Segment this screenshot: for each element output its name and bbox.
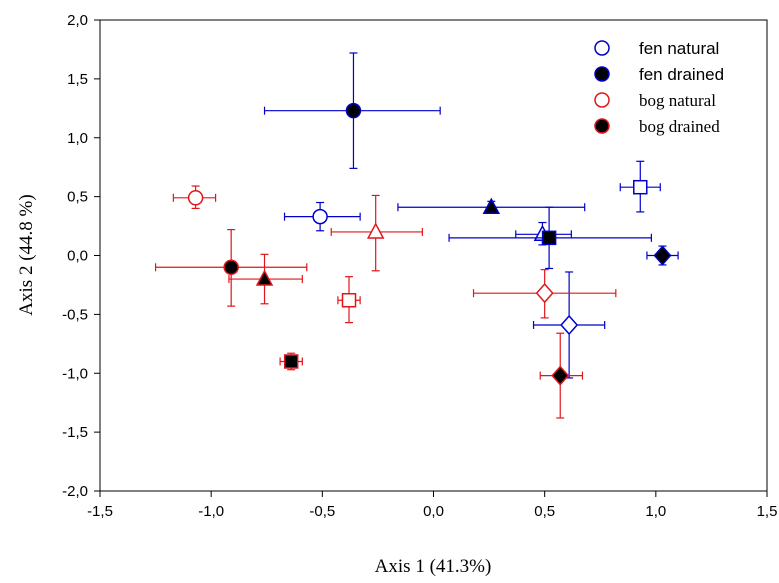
x-tick-label: -1,0 (198, 503, 224, 520)
legend-marker (594, 66, 610, 82)
data-point-group (263, 52, 441, 169)
data-point-triangle (366, 222, 385, 239)
data-point-square (541, 230, 557, 246)
data-point-group (448, 206, 652, 270)
data-point-circle (223, 259, 239, 276)
x-axis-title: Axis 1 (41.3%) (375, 556, 492, 577)
legend-item: fen drained (594, 65, 724, 84)
y-tick-label: -1,0 (62, 365, 88, 382)
x-tick-label: -1,5 (87, 503, 113, 520)
data-point-circle (345, 102, 362, 119)
data-point-square (283, 354, 299, 369)
data-point-triangle (255, 269, 274, 286)
data-point-group (539, 332, 584, 419)
data-point-triangle (482, 197, 501, 214)
data-point-group (337, 276, 361, 324)
legend-label: bog drained (639, 117, 720, 136)
y-tick-label: -0,5 (62, 306, 88, 323)
legend-label: fen drained (639, 65, 724, 84)
y-axis-title: Axis 2 (44.8 %) (16, 194, 37, 315)
data-point-diamond (653, 245, 672, 266)
legend-item: fen natural (594, 39, 719, 58)
x-tick-label: 1,5 (757, 503, 778, 520)
data-point-square (341, 292, 357, 308)
data-point-diamond (535, 283, 554, 304)
y-tick-label: 0,0 (67, 248, 88, 265)
data-point-diamond (560, 314, 579, 336)
legend-marker (594, 92, 610, 108)
data-marks (154, 52, 679, 419)
data-point-group (154, 228, 308, 307)
data-point-square (633, 179, 648, 195)
data-point-group (472, 269, 617, 319)
y-tick-label: 1,5 (67, 71, 88, 88)
y-tick-label: 2,0 (67, 12, 88, 29)
legend: fen natural fen drained bog natural bog dra… (594, 39, 724, 136)
data-point-group (646, 245, 679, 266)
y-tick-label: -2,0 (62, 483, 88, 500)
x-tick-label: -0,5 (309, 503, 335, 520)
y-tick-label: 1,0 (67, 130, 88, 147)
data-point-group (172, 185, 217, 209)
y-tick-label: 0,5 (67, 189, 88, 206)
data-point-group (619, 160, 661, 213)
x-tick-label: 1,0 (645, 503, 666, 520)
data-point-group (283, 201, 361, 232)
data-point-circle (312, 208, 328, 225)
data-point-group (228, 253, 303, 305)
data-point-group (397, 197, 586, 214)
legend-label: bog natural (639, 91, 716, 110)
y-tick-label: -1,5 (62, 424, 88, 441)
legend-marker (594, 40, 610, 56)
data-point-group (532, 271, 606, 379)
legend-item: bog drained (594, 117, 720, 136)
data-point-group (330, 194, 423, 272)
data-point-circle (187, 190, 204, 206)
data-point-diamond (551, 365, 570, 386)
legend-item: bog natural (594, 91, 716, 110)
legend-label: fen natural (639, 39, 719, 58)
axes: -1,5 -1,0 -0,5 0,0 0,5 1,0 1,5 2,0 1,5 1,0 0,5 0,0 -… (62, 12, 777, 520)
legend-marker (594, 118, 610, 134)
x-tick-label: 0,5 (534, 503, 555, 520)
x-tick-label: 0,0 (423, 503, 444, 520)
data-point-group (279, 352, 303, 371)
